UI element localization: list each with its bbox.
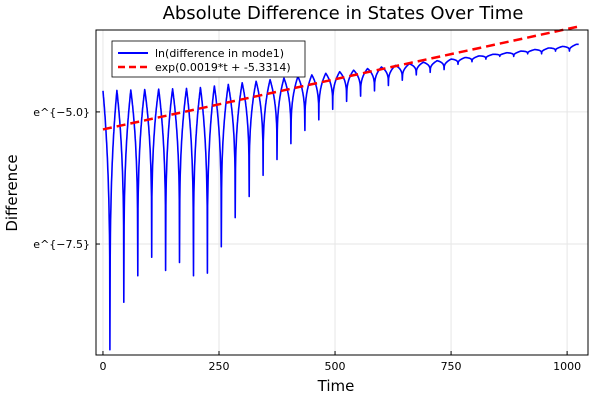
y-axis-ticks: e^{−5.0} e^{−7.5} bbox=[33, 106, 100, 251]
legend-box bbox=[111, 40, 306, 78]
chart-title: Absolute Difference in States Over Time bbox=[163, 3, 524, 24]
y-tick-label: e^{−5.0} bbox=[33, 106, 90, 119]
x-tick-label: 0 bbox=[99, 360, 106, 373]
x-tick-label: 750 bbox=[441, 360, 462, 373]
x-tick-label: 1000 bbox=[553, 360, 581, 373]
series-line-mode1 bbox=[102, 43, 580, 351]
y-axis-label: Difference bbox=[3, 154, 21, 231]
x-axis-label: Time bbox=[317, 377, 355, 395]
x-axis-ticks: 0 250 500 750 1000 bbox=[99, 351, 581, 373]
legend-entry-fit: exp(0.0019*t + -5.3314) bbox=[155, 61, 291, 74]
plot-frame bbox=[95, 29, 589, 356]
y-tick-label: e^{−7.5} bbox=[33, 238, 90, 251]
plot-area bbox=[102, 25, 580, 351]
x-tick-label: 250 bbox=[209, 360, 230, 373]
legend-entry-mode1: ln(difference in mode1) bbox=[155, 47, 284, 60]
series-line-fit bbox=[102, 25, 579, 131]
legend: ln(difference in mode1) exp(0.0019*t + -… bbox=[111, 40, 306, 78]
x-tick-label: 500 bbox=[325, 360, 346, 373]
